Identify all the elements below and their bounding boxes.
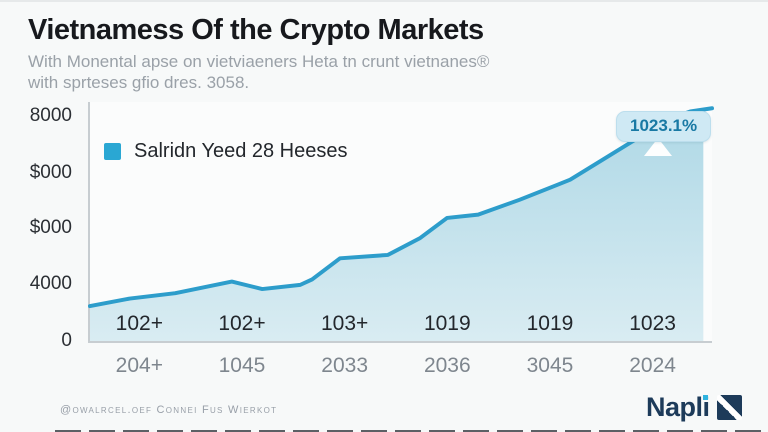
brand-i-dot-accent: [702, 395, 708, 400]
y-tick: 0: [61, 330, 72, 351]
chart-plot-area: [88, 102, 714, 343]
y-tick: $000: [29, 217, 72, 238]
x-tick-outer: 204+: [115, 354, 163, 377]
brand-name: Napli: [646, 392, 710, 423]
legend-label: Salridn Yeed 28 Heeses: [134, 140, 348, 162]
x-tick-inner: 1023: [629, 312, 676, 335]
brand-mark-icon: [716, 395, 742, 420]
area-fill: [90, 109, 704, 341]
chart-legend: Salridn Yeed 28 Heeses: [104, 140, 348, 163]
subtitle-line-1: With Monental apse on vietviaeners Heta …: [28, 52, 490, 71]
subtitle-line-2: with sprteses gfio dres. 3058.: [28, 73, 250, 92]
y-tick: 4000: [29, 273, 72, 294]
tooltip-pointer: [644, 138, 672, 156]
x-axis-outer-labels: 204+ 1045 2033 2036 3045 2024: [88, 354, 704, 378]
footer-credit: @owalrcel.oef Connei Fus Wierkot: [60, 404, 278, 416]
bottom-divider: [55, 430, 768, 432]
x-tick-inner: 102+: [218, 312, 266, 335]
page-subtitle: With Monental apse on vietviaeners Heta …: [28, 51, 489, 93]
brand-logo: Napli: [646, 392, 742, 423]
page-title: Vietnamess Of the Crypto Markets: [28, 14, 484, 46]
x-axis-inner-labels: 102+ 102+ 103+ 1019 1019 1023: [88, 312, 704, 336]
x-tick-outer: 2033: [321, 354, 368, 377]
x-tick-inner: 102+: [115, 312, 163, 335]
value-tooltip: 1023.1%: [616, 111, 712, 142]
y-tick: $000: [29, 162, 72, 183]
x-tick-inner: 1019: [423, 312, 471, 335]
x-tick-inner: 103+: [320, 312, 369, 335]
x-tick-outer: 2024: [629, 354, 676, 377]
y-axis-ticks: 8000 $000 $000 4000 0: [14, 98, 78, 354]
x-tick-outer: 3045: [526, 354, 574, 377]
brand-name-text: Napli: [646, 392, 710, 422]
y-tick: 8000: [29, 105, 72, 126]
x-tick-outer: 1045: [218, 354, 266, 377]
x-tick-inner: 1019: [526, 312, 574, 335]
x-tick-outer: 2036: [423, 354, 471, 377]
legend-swatch: [104, 143, 121, 160]
